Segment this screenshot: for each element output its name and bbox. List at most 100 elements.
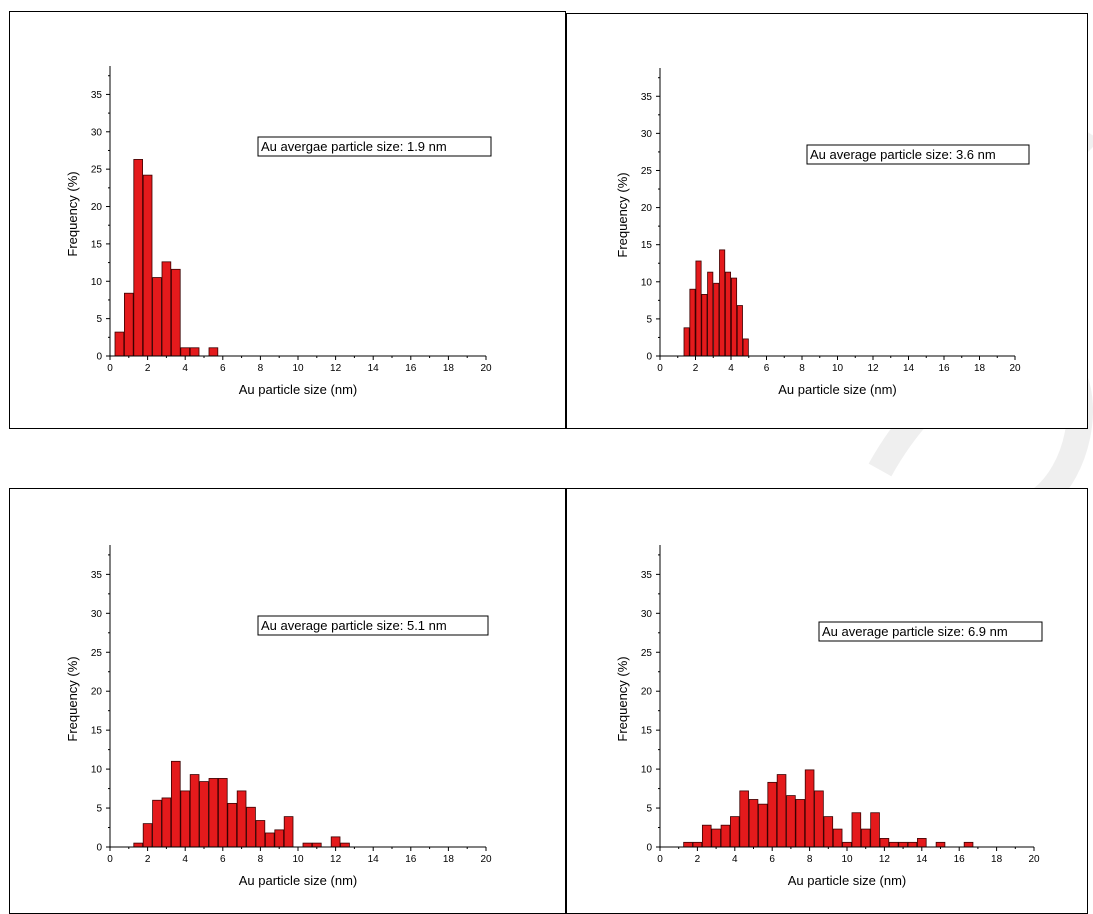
y-tick-label: 0 [96,843,102,854]
bar-1 [683,841,693,848]
bar-17 [283,816,294,848]
chart-panel-4: 0 2 4 6 8 10 12 14 16 18 20 0 5 10 15 20 25 30 35 Au partic… [566,488,1088,914]
bar-23 [888,841,899,848]
y-tick-label: 10 [641,277,653,288]
x-tick-label: 18 [974,363,986,374]
bar-14 [804,769,815,848]
bar-5 [152,277,162,357]
bar-17 [832,828,843,848]
y-tick-label: 25 [641,166,653,177]
bar-4 [701,294,708,357]
bar-8 [180,347,191,357]
bar-14 [255,820,266,848]
bar-3 [133,159,144,357]
x-tick-label: 20 [1009,363,1021,374]
bar-26 [917,838,927,848]
bar-22 [879,838,890,848]
y-tick-label: 30 [91,609,103,620]
bar-2 [692,841,703,848]
x-tick-label: 0 [107,854,113,865]
bar-9 [208,778,219,848]
bar-27 [935,841,946,848]
bar-12 [786,795,796,848]
bar-1 [683,327,690,357]
bar-13 [246,806,256,848]
x-tick-label: 6 [769,854,775,865]
y-tick-label: 30 [91,127,103,138]
bar-6 [730,816,740,848]
y-tick-label: 5 [646,314,652,325]
bar-1 [114,331,125,357]
bars [133,760,350,848]
y-tick-label: 25 [91,165,103,176]
annotation-text: Au average particle size: 5.1 nm [261,618,447,633]
annotation-text: Au average particle size: 6.9 nm [822,624,1008,639]
x-tick-label: 12 [867,363,879,374]
bar-10 [217,778,228,848]
annotation-box [257,136,492,157]
x-tick-label: 8 [258,854,264,865]
bar-8 [724,271,732,357]
bar-10 [208,347,219,357]
y-tick-label: 35 [91,90,103,101]
x-axis-title: Au particle size (nm) [788,873,906,888]
bar-3 [701,824,712,848]
y-tick-label: 15 [641,240,653,251]
x-tick-label: 10 [841,854,853,865]
y-tick-label: 15 [641,726,653,737]
bar-6 [161,261,172,357]
annotation-box [257,615,489,636]
bar-5 [720,824,731,848]
y-tick-label: 30 [641,129,653,140]
bar-4 [161,797,172,848]
y-axis-title: Frequency (%) [65,656,80,741]
bar-21 [340,842,350,848]
bar-24 [898,841,908,848]
y-tick-label: 0 [96,352,102,363]
x-tick-label: 6 [764,363,770,374]
x-tick-label: 2 [693,363,699,374]
bar-7 [189,774,200,848]
bar-3 [695,260,702,357]
y-tick-label: 20 [91,687,103,698]
y-axis-title: Frequency (%) [615,172,630,257]
bar-7 [170,268,181,357]
bar-13 [795,799,806,848]
bar-10 [767,781,777,848]
histogram-chart-2: 0 2 4 6 8 10 12 14 16 18 20 0 5 10 15 20 25 30 35 Au partic… [615,68,1030,397]
x-tick-label: 14 [368,363,380,374]
bar-15 [264,832,275,848]
x-tick-label: 16 [405,363,417,374]
bar-18 [302,842,313,848]
x-tick-label: 14 [368,854,380,865]
bar-16 [823,816,834,848]
histogram-chart-1: 0 2 4 6 8 10 12 14 16 18 20 0 5 10 15 20 25 30 35 Au partic… [65,66,492,397]
bar-1 [133,842,144,848]
x-tick-label: 4 [728,363,734,374]
bar-6 [713,282,720,357]
x-tick-label: 0 [657,363,663,374]
y-tick-label: 10 [91,277,103,288]
x-tick-label: 20 [1028,854,1040,865]
y-tick-label: 10 [641,765,653,776]
chart-panel-2: 0 2 4 6 8 10 12 14 16 18 20 0 5 10 15 20 25 30 35 Au partic… [566,13,1088,429]
y-tick-label: 20 [641,203,653,214]
annotation-box [806,144,1030,165]
bar-16 [274,829,284,848]
annotation-box [818,621,1043,642]
x-tick-label: 8 [799,363,805,374]
bar-19 [851,812,862,848]
bar-7 [739,790,749,848]
x-tick-label: 12 [330,854,342,865]
x-tick-label: 10 [292,854,304,865]
bar-20 [330,836,341,848]
bar-9 [730,277,738,357]
bar-7 [719,249,726,357]
y-tick-label: 5 [646,804,652,815]
y-tick-label: 15 [91,726,103,737]
y-tick-label: 35 [641,92,653,103]
bar-5 [707,271,714,357]
x-axis-title: Au particle size (nm) [239,382,357,397]
y-axis-title: Frequency (%) [65,171,80,256]
bar-2 [142,823,153,848]
